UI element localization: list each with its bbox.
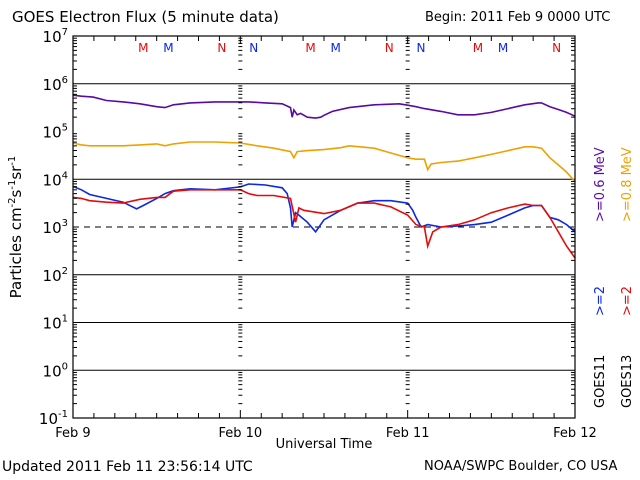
y-tick-exponent: 3 bbox=[62, 218, 68, 229]
legend: >=0.6 MeV >=0.8 MeV >=2 >=2 GOES11 GOES1… bbox=[593, 147, 635, 408]
x-tick-label: Feb 12 bbox=[553, 426, 597, 441]
midnight-marker: N bbox=[417, 41, 426, 55]
grid-lines bbox=[73, 83, 575, 371]
y-tick-base: 10 bbox=[43, 28, 62, 46]
x-axis-label: Universal Time bbox=[276, 437, 373, 452]
legend-goes13-08mev: >=0.8 MeV bbox=[620, 147, 635, 222]
midnight-marker: N bbox=[249, 41, 258, 55]
series-group bbox=[72, 94, 576, 259]
y-tick-exponent: 7 bbox=[62, 27, 68, 38]
x-tick-label: Feb 10 bbox=[218, 426, 262, 441]
midnight-marker: M bbox=[138, 41, 148, 55]
y-tick-base: 10 bbox=[43, 267, 62, 285]
x-tick-label: Feb 9 bbox=[55, 426, 90, 441]
begin-time: Begin: 2011 Feb 9 0000 UTC bbox=[425, 10, 611, 25]
credit: NOAA/SWPC Boulder, CO USA bbox=[424, 459, 618, 474]
midnight-marker: N bbox=[217, 41, 226, 55]
y-axis-label: Particles cm-2s-1sr-1 bbox=[7, 156, 25, 299]
midnight-marker: M bbox=[498, 41, 508, 55]
series-goes11-0-6-mev bbox=[72, 94, 576, 119]
legend-goes11-2mev: >=2 bbox=[593, 286, 608, 316]
chart-title: GOES Electron Flux (5 minute data) bbox=[12, 8, 279, 26]
midnight-marker: M bbox=[305, 41, 315, 55]
y-tick-base: 10 bbox=[43, 315, 62, 333]
y-tick-label: 101 bbox=[43, 314, 68, 333]
y-tick-base: 10 bbox=[43, 124, 62, 142]
series-goes11-2-mev bbox=[72, 183, 576, 234]
y-tick-label: 105 bbox=[43, 123, 68, 142]
y-tick-label: 10-1 bbox=[39, 409, 68, 428]
updated-timestamp: Updated 2011 Feb 11 23:56:14 UTC bbox=[2, 459, 253, 475]
legend-goes11-06mev: >=0.6 MeV bbox=[593, 147, 608, 222]
series-goes13-0-8-mev bbox=[72, 141, 576, 183]
y-tick-exponent: 5 bbox=[62, 123, 68, 134]
y-tick-label: 100 bbox=[43, 361, 68, 380]
y-tick-base: 10 bbox=[43, 362, 62, 380]
plot-frame bbox=[72, 35, 576, 419]
y-tick-base: 10 bbox=[39, 410, 58, 428]
x-tick-labels: Feb 9 Feb 10 Feb 11 Feb 12 bbox=[55, 426, 597, 441]
midnight-marker: M bbox=[331, 41, 341, 55]
y-tick-exponent: -1 bbox=[58, 409, 68, 420]
midnight-marker: N bbox=[385, 41, 394, 55]
y-tick-label: 106 bbox=[43, 75, 68, 94]
y-tick-exponent: 4 bbox=[62, 170, 68, 181]
midnight-marker: M bbox=[473, 41, 483, 55]
y-tick-exponent: 6 bbox=[62, 75, 68, 86]
y-tick-base: 10 bbox=[43, 76, 62, 94]
x-tick-label: Feb 11 bbox=[386, 426, 430, 441]
midnight-marker: M bbox=[163, 41, 173, 55]
y-tick-exponent: 1 bbox=[62, 314, 68, 325]
midnight-marker: N bbox=[552, 41, 561, 55]
y-tick-label: 102 bbox=[43, 266, 68, 285]
legend-goes13-2mev: >=2 bbox=[620, 286, 635, 316]
y-tick-label: 103 bbox=[43, 218, 68, 237]
y-tick-exponent: 0 bbox=[62, 361, 68, 372]
legend-goes13: GOES13 bbox=[620, 355, 635, 408]
y-tick-label: 104 bbox=[43, 170, 68, 189]
axes bbox=[72, 35, 576, 419]
legend-goes11: GOES11 bbox=[593, 355, 608, 408]
y-tick-label: 107 bbox=[43, 27, 68, 46]
y-tick-base: 10 bbox=[43, 219, 62, 237]
series-goes13-2-mev bbox=[72, 189, 576, 259]
y-tick-exponent: 2 bbox=[62, 266, 68, 277]
y-tick-base: 10 bbox=[43, 171, 62, 189]
